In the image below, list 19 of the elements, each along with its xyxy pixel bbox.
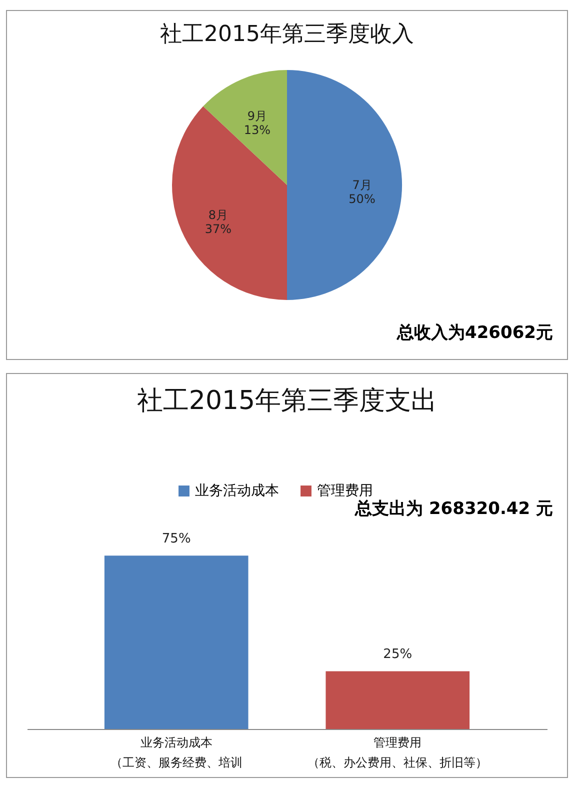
text: 总支出为 268320.42 元 [355, 498, 553, 520]
pie-slice [287, 70, 402, 300]
legend-label: 管理费用 [317, 483, 373, 499]
legend-label: 业务活动成本 [195, 483, 279, 499]
slice-label: 7月 [352, 178, 372, 192]
data-label: 75% [162, 532, 191, 547]
pie-slice [203, 70, 287, 185]
slice-label: 8月 [208, 208, 228, 222]
text: 总收入为426062元 [397, 322, 553, 344]
x-tick-label: 业务活动成本（工资、服务经费、培训 [110, 736, 242, 770]
pie-slice [172, 106, 287, 300]
data-label: 13% [244, 123, 271, 138]
x-tick-label: 管理费用（税、办公费用、社保、折旧等） [308, 736, 488, 770]
chart-title: 社工2015年第三季度收入 [160, 22, 414, 47]
data-label: 50% [348, 192, 376, 206]
chart-title: 社工2015年第三季度支出 [136, 386, 438, 416]
data-label: 25% [383, 647, 412, 662]
data-label: 37% [204, 222, 232, 236]
slice-label: 9月 [247, 109, 268, 124]
